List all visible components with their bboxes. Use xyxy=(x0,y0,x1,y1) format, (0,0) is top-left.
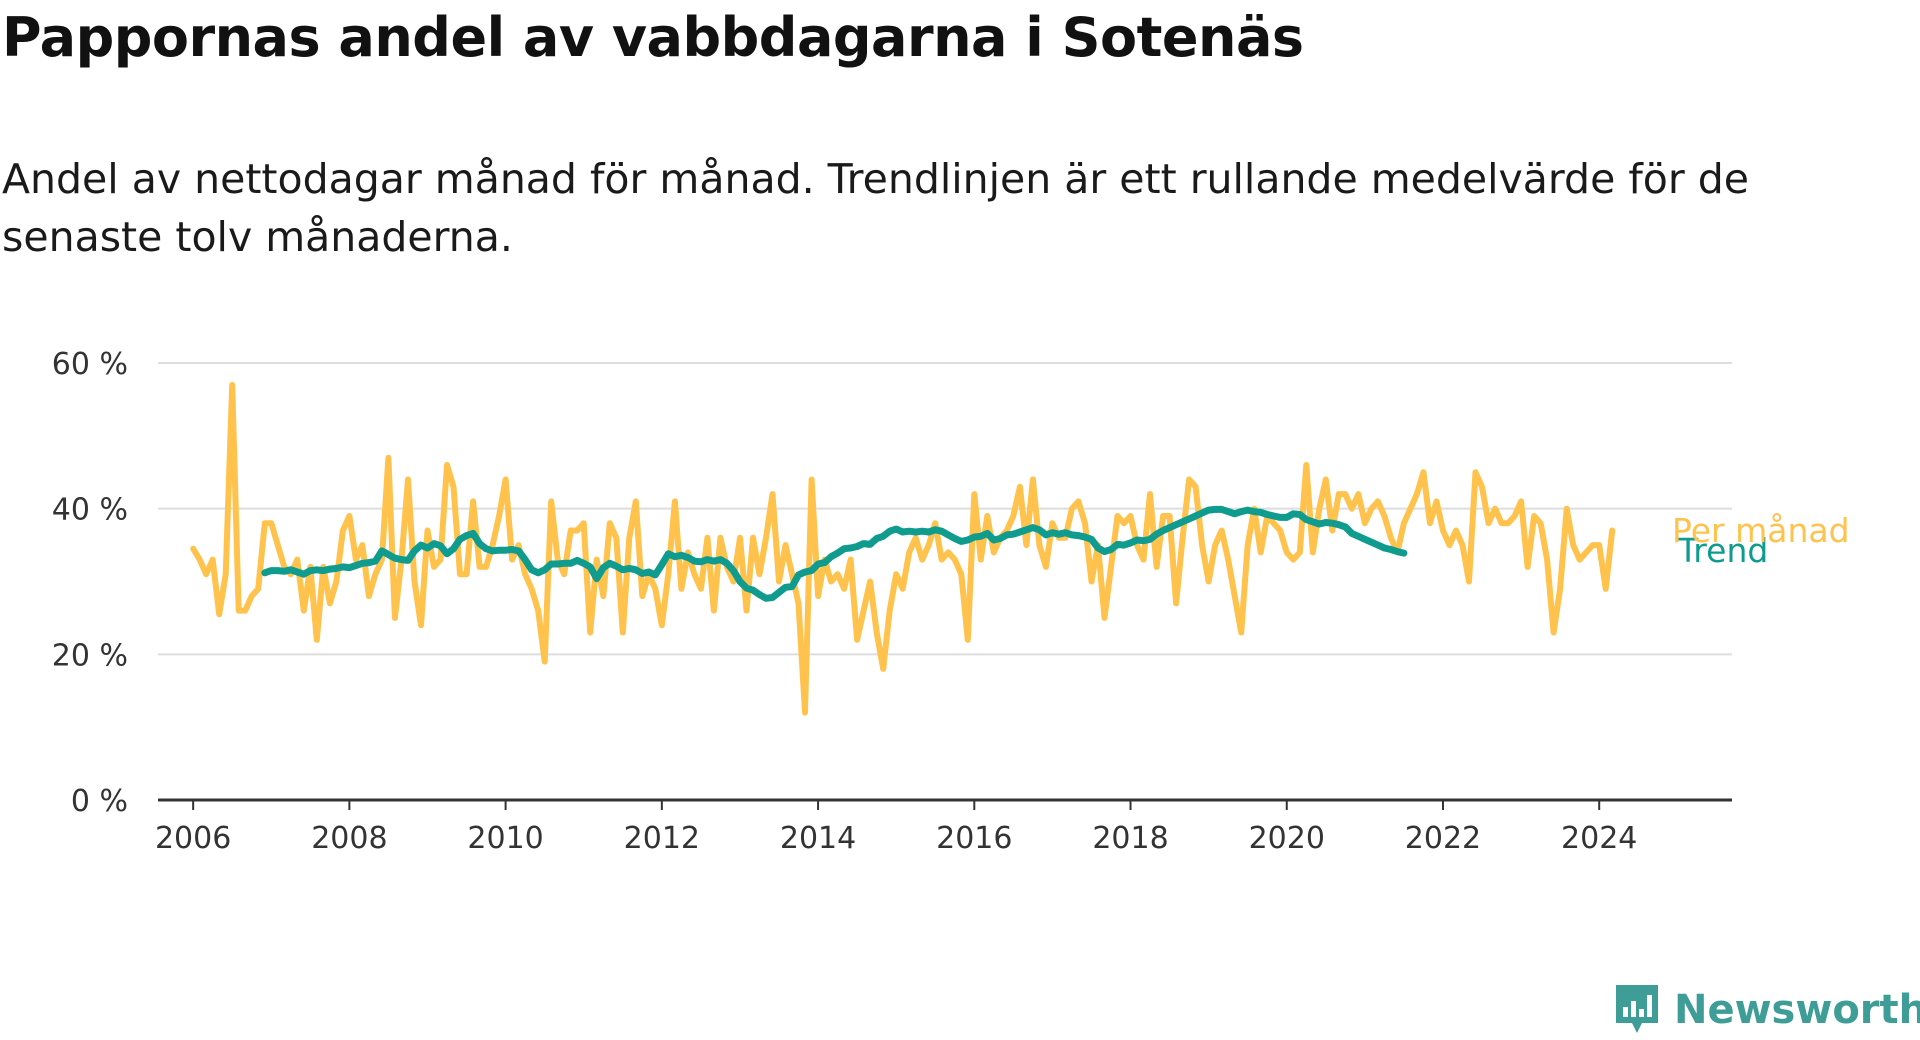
series-lines xyxy=(190,381,1616,716)
line-chart: 0 % 20 % 40 % 60 % 2006 2008 2010 2012 2014 2016… xyxy=(52,347,1850,856)
chart-subtitle: Andel av nettodagar månad för månad. Tre… xyxy=(2,155,1749,261)
gridlines xyxy=(158,362,1732,656)
x-tick-label: 2006 xyxy=(155,821,231,856)
x-axis xyxy=(158,798,1732,810)
chart-title: Pappornas andel av vabbdagarna i Sotenäs xyxy=(2,6,1304,69)
x-tick-label: 2016 xyxy=(936,821,1012,856)
x-tick-label: 2020 xyxy=(1249,821,1325,856)
x-tick-label: 2012 xyxy=(624,821,700,856)
brand-name: Newsworthy xyxy=(1674,987,1920,1033)
x-tick-label: 2014 xyxy=(780,821,856,856)
y-tick-labels: 0 % 20 % 40 % 60 % xyxy=(52,347,128,819)
newsworthy-logo: Newsworthy xyxy=(1612,980,1920,1040)
series-line-trend xyxy=(261,505,1408,602)
series-label-trend: Trend xyxy=(1677,531,1768,570)
y-tick-label: 0 % xyxy=(71,784,128,819)
y-tick-label: 20 % xyxy=(52,638,128,673)
x-tick-label: 2008 xyxy=(311,821,387,856)
newsworthy-logo-icon xyxy=(1616,985,1658,1033)
y-tick-label: 40 % xyxy=(52,493,128,528)
x-tick-label: 2022 xyxy=(1405,821,1481,856)
y-tick-label: 60 % xyxy=(52,347,128,382)
x-tick-label: 2010 xyxy=(467,821,543,856)
x-tick-label: 2018 xyxy=(1092,821,1168,856)
x-tick-label: 2024 xyxy=(1561,821,1637,856)
series-label-per-manad: Per månad xyxy=(1672,511,1850,550)
x-tick-labels: 2006 2008 2010 2012 2014 2016 2018 2020 2022 2024 xyxy=(155,821,1637,856)
